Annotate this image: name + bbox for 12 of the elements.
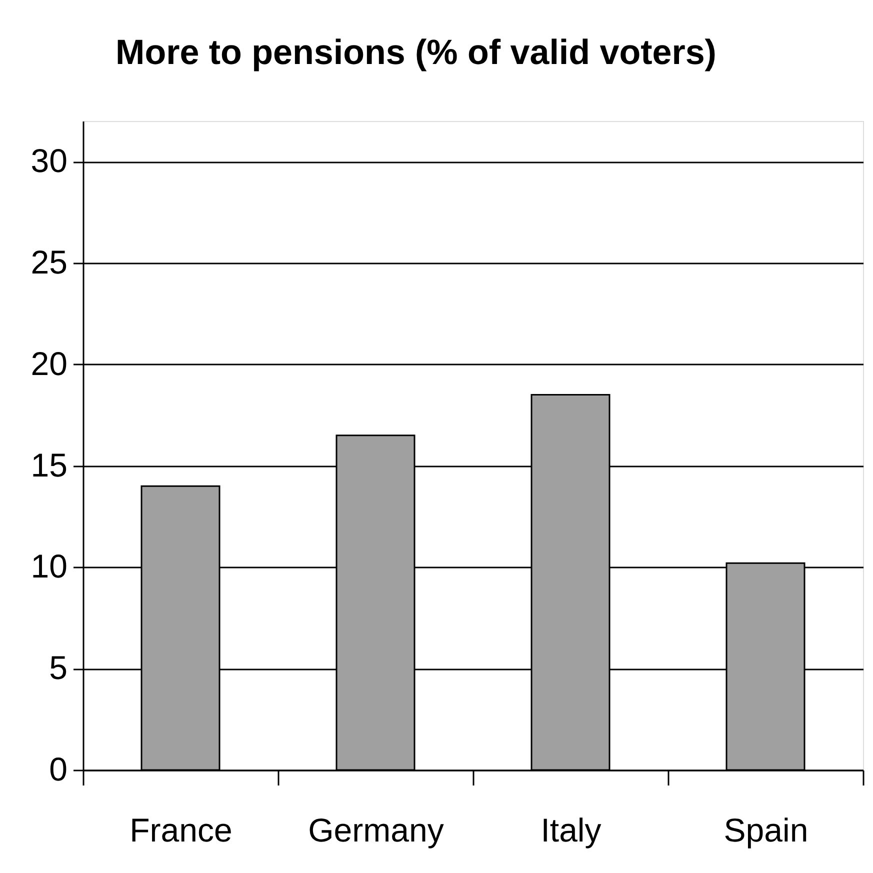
y-tick-label: 20 xyxy=(30,344,68,382)
chart-title: More to pensions (% of valid voters) xyxy=(116,33,716,72)
y-tick-label: 25 xyxy=(30,243,68,280)
y-tick-label: 0 xyxy=(49,750,68,788)
y-tick-label: 30 xyxy=(30,142,68,180)
y-tick-label: 5 xyxy=(49,649,68,686)
y-tick-label: 15 xyxy=(30,446,68,484)
x-tick-label: France xyxy=(130,812,232,848)
x-tick-label: Germany xyxy=(308,812,444,848)
y-tick-label: 10 xyxy=(30,548,68,585)
x-tick-label: Italy xyxy=(540,812,602,848)
x-tick-label: Spain xyxy=(724,812,808,848)
